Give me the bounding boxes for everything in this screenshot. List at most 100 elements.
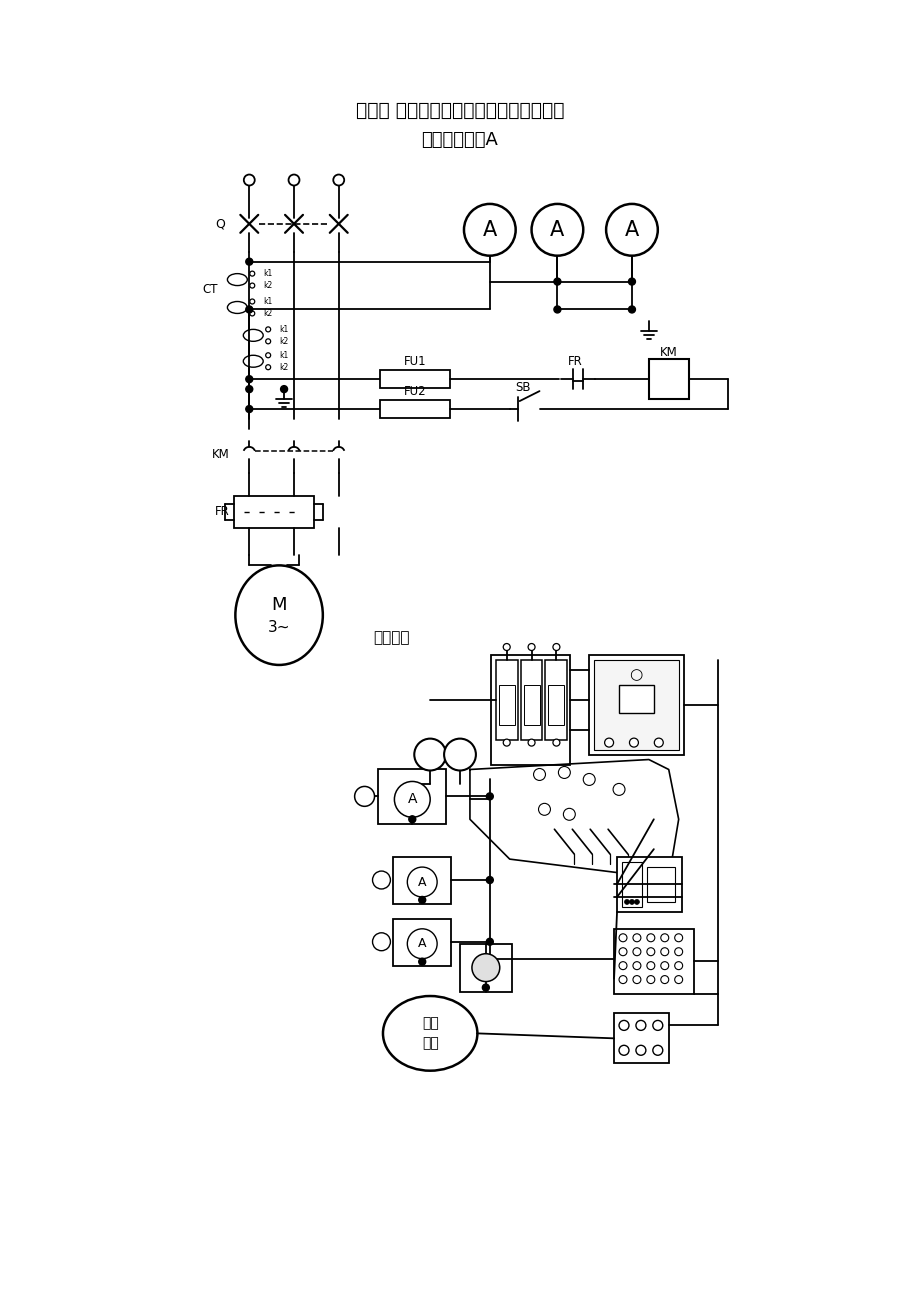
Circle shape bbox=[660, 962, 668, 970]
Circle shape bbox=[646, 948, 654, 956]
Circle shape bbox=[652, 1021, 662, 1030]
Circle shape bbox=[618, 975, 627, 983]
Ellipse shape bbox=[227, 302, 247, 314]
Circle shape bbox=[552, 740, 560, 746]
Circle shape bbox=[245, 405, 253, 413]
Text: k1: k1 bbox=[278, 326, 288, 333]
Text: 3~: 3~ bbox=[267, 620, 290, 634]
Circle shape bbox=[249, 311, 255, 316]
Bar bbox=[460, 944, 511, 992]
Circle shape bbox=[372, 871, 390, 889]
Circle shape bbox=[482, 984, 489, 991]
Circle shape bbox=[245, 306, 253, 312]
Text: A: A bbox=[550, 220, 564, 240]
Circle shape bbox=[486, 876, 493, 884]
Circle shape bbox=[652, 1046, 662, 1055]
Circle shape bbox=[372, 932, 390, 950]
Circle shape bbox=[407, 867, 437, 897]
Bar bbox=[613, 928, 693, 993]
Circle shape bbox=[463, 204, 516, 255]
Bar bbox=[648, 359, 687, 400]
Text: 模型: 模型 bbox=[421, 1036, 438, 1051]
Circle shape bbox=[418, 897, 425, 904]
Text: KM: KM bbox=[659, 346, 677, 359]
Circle shape bbox=[394, 781, 430, 818]
Circle shape bbox=[653, 738, 663, 747]
Circle shape bbox=[646, 975, 654, 983]
Text: A: A bbox=[482, 220, 496, 240]
Circle shape bbox=[552, 643, 560, 651]
Circle shape bbox=[634, 900, 639, 905]
Circle shape bbox=[635, 1046, 645, 1055]
Circle shape bbox=[629, 738, 638, 747]
Circle shape bbox=[471, 953, 499, 982]
Circle shape bbox=[266, 353, 270, 358]
Text: Q: Q bbox=[215, 217, 225, 230]
Ellipse shape bbox=[227, 273, 247, 285]
Bar bbox=[498, 685, 514, 725]
Circle shape bbox=[245, 385, 253, 393]
Text: FR: FR bbox=[214, 505, 229, 518]
Circle shape bbox=[558, 767, 570, 779]
Circle shape bbox=[354, 786, 374, 806]
Bar bbox=[523, 685, 539, 725]
Circle shape bbox=[612, 784, 624, 796]
Circle shape bbox=[444, 738, 475, 771]
Circle shape bbox=[674, 934, 682, 941]
Circle shape bbox=[418, 958, 425, 965]
Circle shape bbox=[249, 271, 255, 276]
Circle shape bbox=[266, 339, 270, 344]
Circle shape bbox=[531, 204, 583, 255]
Circle shape bbox=[646, 934, 654, 941]
Circle shape bbox=[618, 948, 627, 956]
Circle shape bbox=[553, 279, 561, 285]
Circle shape bbox=[635, 1021, 645, 1030]
Text: k2: k2 bbox=[263, 281, 272, 290]
Bar bbox=[380, 400, 449, 418]
Circle shape bbox=[553, 306, 561, 312]
Text: SB: SB bbox=[515, 380, 529, 393]
Circle shape bbox=[628, 279, 635, 285]
Circle shape bbox=[632, 934, 641, 941]
Text: k1: k1 bbox=[263, 270, 272, 279]
Text: k1: k1 bbox=[263, 297, 272, 306]
Bar bbox=[594, 660, 678, 750]
Circle shape bbox=[660, 948, 668, 956]
Text: k1: k1 bbox=[278, 350, 288, 359]
Circle shape bbox=[629, 900, 634, 905]
Circle shape bbox=[628, 306, 635, 312]
Text: 模块五 深圳市电工安全技术实训项目汇编: 模块五 深圳市电工安全技术实训项目汇编 bbox=[356, 100, 563, 120]
Circle shape bbox=[289, 174, 300, 185]
Circle shape bbox=[407, 928, 437, 958]
Circle shape bbox=[660, 975, 668, 983]
Circle shape bbox=[562, 809, 574, 820]
Ellipse shape bbox=[382, 996, 477, 1070]
Circle shape bbox=[674, 948, 682, 956]
Text: A: A bbox=[407, 793, 416, 806]
Ellipse shape bbox=[235, 565, 323, 665]
Circle shape bbox=[408, 816, 415, 823]
Text: 接线示意: 接线示意 bbox=[373, 630, 410, 646]
Bar bbox=[393, 857, 450, 904]
Circle shape bbox=[618, 962, 627, 970]
Bar bbox=[646, 867, 674, 902]
Circle shape bbox=[618, 934, 627, 941]
Bar bbox=[380, 370, 449, 388]
Circle shape bbox=[660, 934, 668, 941]
Circle shape bbox=[503, 740, 510, 746]
Text: A: A bbox=[624, 220, 639, 240]
Bar bbox=[613, 1013, 668, 1064]
Text: KM: KM bbox=[211, 448, 229, 461]
Text: FR: FR bbox=[567, 354, 582, 367]
Text: ○: ○ bbox=[629, 668, 641, 682]
Circle shape bbox=[249, 299, 255, 303]
Bar bbox=[548, 685, 563, 725]
Circle shape bbox=[583, 773, 595, 785]
Text: 电工安全技术A: 电工安全技术A bbox=[421, 132, 498, 150]
Circle shape bbox=[333, 174, 344, 185]
Circle shape bbox=[632, 948, 641, 956]
Circle shape bbox=[618, 1046, 629, 1055]
Ellipse shape bbox=[243, 329, 263, 341]
Bar bbox=[495, 660, 517, 740]
Bar bbox=[378, 769, 446, 824]
